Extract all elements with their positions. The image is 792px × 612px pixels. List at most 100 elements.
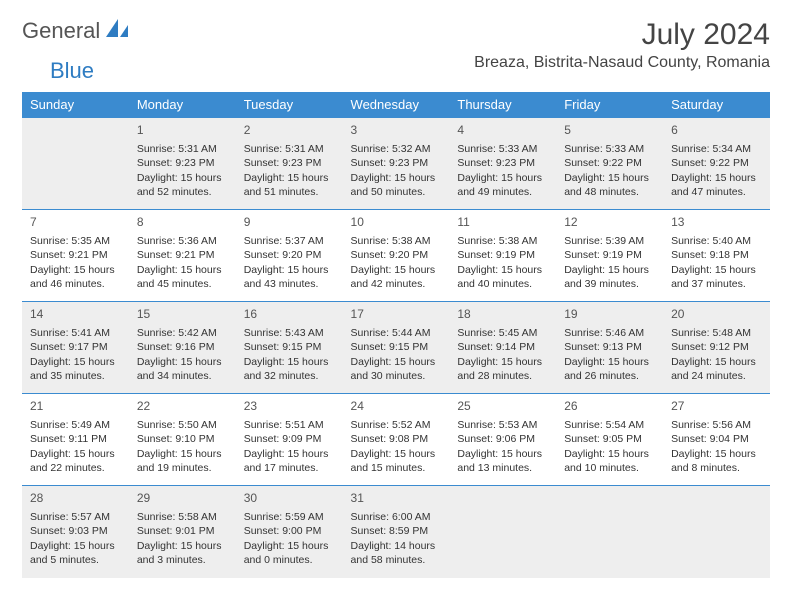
day-number: 3 xyxy=(351,122,442,138)
day-info: Sunrise: 5:44 AMSunset: 9:15 PMDaylight:… xyxy=(351,326,442,383)
day-info: Sunrise: 5:56 AMSunset: 9:04 PMDaylight:… xyxy=(671,418,762,475)
location: Breaza, Bistrita-Nasaud County, Romania xyxy=(474,54,770,72)
day-number: 26 xyxy=(564,398,655,414)
day-cell: 19 Sunrise: 5:46 AMSunset: 9:13 PMDayligh… xyxy=(556,302,663,394)
day-number: 22 xyxy=(137,398,228,414)
day-cell: 18 Sunrise: 5:45 AMSunset: 9:14 PMDayligh… xyxy=(449,302,556,394)
day-cell: 15Sunrise: 5:42 AMSunset: 9:16 PMDayligh… xyxy=(129,302,236,394)
day-cell: 31 Sunrise: 6:00 AMSunset: 8:59 PMDayligh… xyxy=(343,486,450,578)
day-cell: 21Sunrise: 5:49 AMSunset: 9:11 PMDayligh… xyxy=(22,394,129,486)
day-info: Sunrise: 5:33 AMSunset: 9:22 PMDaylight:… xyxy=(564,142,655,199)
day-number: 24 xyxy=(351,398,442,414)
col-friday: Friday xyxy=(556,92,663,118)
day-cell: 25 Sunrise: 5:53 AMSunset: 9:06 PMDayligh… xyxy=(449,394,556,486)
day-cell: 8 Sunrise: 5:36 AMSunset: 9:21 PMDaylight… xyxy=(129,210,236,302)
calendar-table: Sunday Monday Tuesday Wednesday Thursday… xyxy=(22,92,770,578)
day-info: Sunrise: 5:42 AMSunset: 9:16 PMDaylight:… xyxy=(137,326,228,383)
day-number: 27 xyxy=(671,398,762,414)
logo-text-general: General xyxy=(22,18,100,44)
day-cell: 29 Sunrise: 5:58 AMSunset: 9:01 PMDayligh… xyxy=(129,486,236,578)
day-cell: 2 Sunrise: 5:31 AMSunset: 9:23 PMDaylight… xyxy=(236,118,343,210)
day-number: 28 xyxy=(30,490,121,506)
day-number: 19 xyxy=(564,306,655,322)
logo: General xyxy=(22,18,130,44)
day-info: Sunrise: 5:32 AMSunset: 9:23 PMDaylight:… xyxy=(351,142,442,199)
header-row: Sunday Monday Tuesday Wednesday Thursday… xyxy=(22,92,770,118)
day-number: 18 xyxy=(457,306,548,322)
day-info: Sunrise: 5:58 AMSunset: 9:01 PMDaylight:… xyxy=(137,510,228,567)
day-cell: 30Sunrise: 5:59 AMSunset: 9:00 PMDayligh… xyxy=(236,486,343,578)
day-cell: 22 Sunrise: 5:50 AMSunset: 9:10 PMDayligh… xyxy=(129,394,236,486)
day-info: Sunrise: 5:31 AMSunset: 9:23 PMDaylight:… xyxy=(244,142,335,199)
col-wednesday: Wednesday xyxy=(343,92,450,118)
day-info: Sunrise: 5:53 AMSunset: 9:06 PMDaylight:… xyxy=(457,418,548,475)
day-number: 31 xyxy=(351,490,442,506)
day-info: Sunrise: 5:38 AMSunset: 9:19 PMDaylight:… xyxy=(457,234,548,291)
day-cell: 28 Sunrise: 5:57 AMSunset: 9:03 PMDayligh… xyxy=(22,486,129,578)
day-cell xyxy=(449,486,556,578)
day-info: Sunrise: 5:54 AMSunset: 9:05 PMDaylight:… xyxy=(564,418,655,475)
day-number: 9 xyxy=(244,214,335,230)
day-info: Sunrise: 5:52 AMSunset: 9:08 PMDaylight:… xyxy=(351,418,442,475)
day-number: 14 xyxy=(30,306,121,322)
day-info: Sunrise: 5:45 AMSunset: 9:14 PMDaylight:… xyxy=(457,326,548,383)
day-info: Sunrise: 5:34 AMSunset: 9:22 PMDaylight:… xyxy=(671,142,762,199)
day-info: Sunrise: 6:00 AMSunset: 8:59 PMDaylight:… xyxy=(351,510,442,567)
day-cell: 5Sunrise: 5:33 AMSunset: 9:22 PMDaylight… xyxy=(556,118,663,210)
day-number: 23 xyxy=(244,398,335,414)
week-row: 28 Sunrise: 5:57 AMSunset: 9:03 PMDayligh… xyxy=(22,486,770,578)
day-info: Sunrise: 5:57 AMSunset: 9:03 PMDaylight:… xyxy=(30,510,121,567)
day-info: Sunrise: 5:38 AMSunset: 9:20 PMDaylight:… xyxy=(351,234,442,291)
day-number: 2 xyxy=(244,122,335,138)
day-number: 20 xyxy=(671,306,762,322)
week-row: 7Sunrise: 5:35 AMSunset: 9:21 PMDaylight… xyxy=(22,210,770,302)
day-number: 12 xyxy=(564,214,655,230)
day-cell: 27 Sunrise: 5:56 AMSunset: 9:04 PMDayligh… xyxy=(663,394,770,486)
week-row: 21Sunrise: 5:49 AMSunset: 9:11 PMDayligh… xyxy=(22,394,770,486)
day-info: Sunrise: 5:46 AMSunset: 9:13 PMDaylight:… xyxy=(564,326,655,383)
day-cell: 23Sunrise: 5:51 AMSunset: 9:09 PMDayligh… xyxy=(236,394,343,486)
day-cell: 16Sunrise: 5:43 AMSunset: 9:15 PMDayligh… xyxy=(236,302,343,394)
day-number: 13 xyxy=(671,214,762,230)
day-number: 4 xyxy=(457,122,548,138)
col-saturday: Saturday xyxy=(663,92,770,118)
col-monday: Monday xyxy=(129,92,236,118)
day-number: 29 xyxy=(137,490,228,506)
month-title: July 2024 xyxy=(474,18,770,52)
day-number: 16 xyxy=(244,306,335,322)
day-info: Sunrise: 5:40 AMSunset: 9:18 PMDaylight:… xyxy=(671,234,762,291)
day-cell: 3 Sunrise: 5:32 AMSunset: 9:23 PMDaylight… xyxy=(343,118,450,210)
day-cell: 10 Sunrise: 5:38 AMSunset: 9:20 PMDayligh… xyxy=(343,210,450,302)
day-cell: 17 Sunrise: 5:44 AMSunset: 9:15 PMDayligh… xyxy=(343,302,450,394)
day-info: Sunrise: 5:49 AMSunset: 9:11 PMDaylight:… xyxy=(30,418,121,475)
col-sunday: Sunday xyxy=(22,92,129,118)
day-number: 10 xyxy=(351,214,442,230)
day-cell xyxy=(663,486,770,578)
day-number: 8 xyxy=(137,214,228,230)
day-cell: 7Sunrise: 5:35 AMSunset: 9:21 PMDaylight… xyxy=(22,210,129,302)
logo-sail-icon xyxy=(106,19,128,44)
week-row: 14 Sunrise: 5:41 AMSunset: 9:17 PMDayligh… xyxy=(22,302,770,394)
day-cell: 20Sunrise: 5:48 AMSunset: 9:12 PMDayligh… xyxy=(663,302,770,394)
day-info: Sunrise: 5:41 AMSunset: 9:17 PMDaylight:… xyxy=(30,326,121,383)
day-cell: 12Sunrise: 5:39 AMSunset: 9:19 PMDayligh… xyxy=(556,210,663,302)
day-info: Sunrise: 5:36 AMSunset: 9:21 PMDaylight:… xyxy=(137,234,228,291)
day-number: 11 xyxy=(457,214,548,230)
day-info: Sunrise: 5:31 AMSunset: 9:23 PMDaylight:… xyxy=(137,142,228,199)
day-info: Sunrise: 5:33 AMSunset: 9:23 PMDaylight:… xyxy=(457,142,548,199)
day-number: 7 xyxy=(30,214,121,230)
day-cell: 1 Sunrise: 5:31 AMSunset: 9:23 PMDaylight… xyxy=(129,118,236,210)
day-cell: 11 Sunrise: 5:38 AMSunset: 9:19 PMDayligh… xyxy=(449,210,556,302)
day-cell xyxy=(22,118,129,210)
day-info: Sunrise: 5:37 AMSunset: 9:20 PMDaylight:… xyxy=(244,234,335,291)
day-cell xyxy=(556,486,663,578)
day-number: 30 xyxy=(244,490,335,506)
day-info: Sunrise: 5:50 AMSunset: 9:10 PMDaylight:… xyxy=(137,418,228,475)
day-cell: 14 Sunrise: 5:41 AMSunset: 9:17 PMDayligh… xyxy=(22,302,129,394)
day-number: 25 xyxy=(457,398,548,414)
day-number: 6 xyxy=(671,122,762,138)
day-cell: 6 Sunrise: 5:34 AMSunset: 9:22 PMDaylight… xyxy=(663,118,770,210)
col-tuesday: Tuesday xyxy=(236,92,343,118)
day-number: 1 xyxy=(137,122,228,138)
day-number: 17 xyxy=(351,306,442,322)
